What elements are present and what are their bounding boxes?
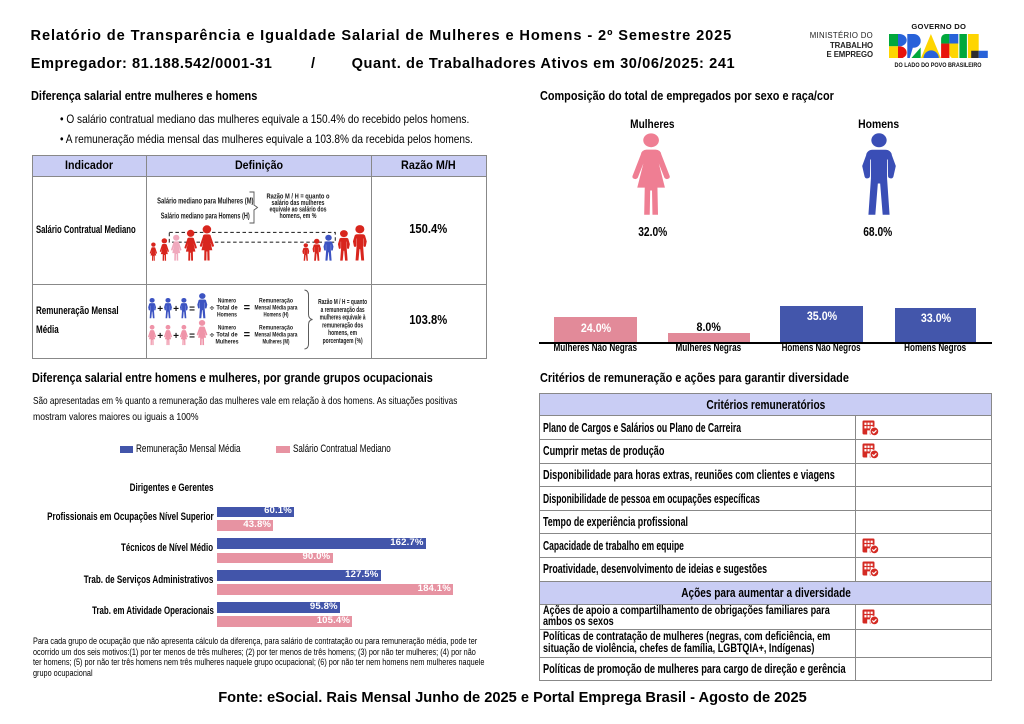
svg-text:remuneração dos: remuneração dos: [322, 322, 363, 329]
svg-text:Razão M / H = quanto: Razão M / H = quanto: [318, 299, 367, 306]
svg-text:Número: Número: [218, 324, 236, 331]
svg-text:Número: Número: [218, 297, 236, 304]
svg-text:÷: ÷: [210, 329, 215, 339]
svg-text:porcentagem (%): porcentagem (%): [323, 338, 363, 345]
svg-text:Mulheres (M): Mulheres (M): [263, 338, 290, 345]
svg-text:Mensal Média para: Mensal Média para: [255, 331, 298, 338]
svg-text:Total de: Total de: [216, 304, 237, 311]
svg-text:Total de: Total de: [216, 331, 237, 338]
svg-text:Razão M / H = quanto o: Razão M / H = quanto o: [267, 192, 330, 201]
svg-text:=: =: [189, 304, 195, 315]
svg-text:=: =: [244, 302, 250, 314]
svg-text:Homens: Homens: [217, 311, 237, 318]
svg-text:mulheres equivale à: mulheres equivale à: [320, 314, 366, 321]
svg-text:+: +: [173, 331, 179, 342]
svg-text:homens, em %: homens, em %: [280, 211, 317, 220]
svg-text:Remuneração: Remuneração: [259, 324, 293, 331]
svg-text:a remuneração das: a remuneração das: [321, 306, 365, 313]
svg-text:Mulheres: Mulheres: [216, 338, 239, 345]
svg-text:equivale ao salário dos: equivale ao salário dos: [270, 205, 327, 214]
svg-text:=: =: [244, 329, 250, 341]
svg-text:÷: ÷: [210, 302, 215, 312]
svg-text:salário das mulheres: salário das mulheres: [272, 198, 325, 207]
svg-text:Mensal Média para: Mensal Média para: [255, 304, 298, 311]
svg-text:Remuneração: Remuneração: [259, 297, 293, 304]
svg-text:+: +: [157, 304, 163, 315]
svg-text:Homens (H): Homens (H): [264, 311, 289, 318]
svg-text:=: =: [189, 331, 195, 342]
svg-text:+: +: [157, 331, 163, 342]
svg-text:Salário mediano para Mulheres: Salário mediano para Mulheres (M): [157, 197, 254, 206]
svg-text:+: +: [173, 304, 179, 315]
svg-text:homens, em: homens, em: [328, 330, 357, 337]
svg-text:Salário mediano para Homens (H: Salário mediano para Homens (H): [161, 211, 250, 220]
